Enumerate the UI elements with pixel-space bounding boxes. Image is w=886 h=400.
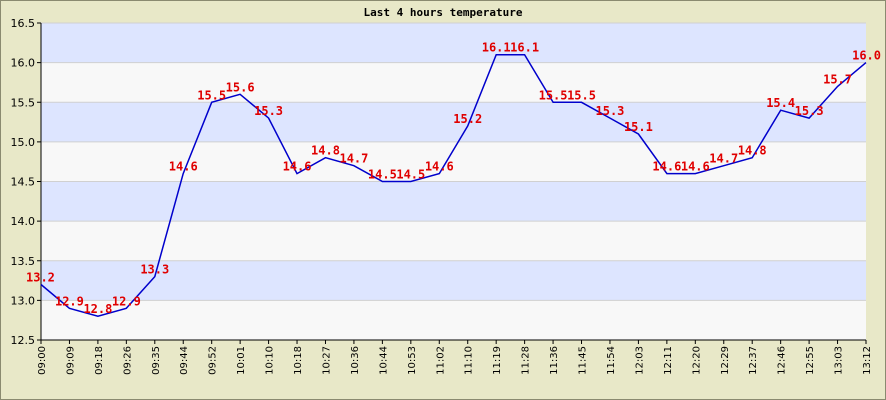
- data-label: 14.5: [368, 168, 397, 182]
- x-tick-label: 09:18: [94, 346, 105, 375]
- data-label: 12.9: [55, 294, 84, 308]
- y-tick-label: 15.0: [11, 136, 36, 149]
- x-tick-label: 11:10: [464, 346, 475, 375]
- grid-band: [41, 23, 866, 63]
- data-label: 15.3: [795, 104, 824, 118]
- x-tick-label: 10:36: [350, 346, 361, 375]
- x-tick-label: 12:29: [720, 346, 731, 375]
- data-label: 14.6: [681, 160, 710, 174]
- x-tick-label: 09:52: [208, 346, 219, 375]
- data-label: 13.3: [140, 263, 169, 277]
- data-label: 16.0: [852, 49, 881, 63]
- y-tick-label: 14.5: [11, 176, 36, 189]
- data-label: 14.7: [709, 152, 738, 166]
- data-label: 16.1: [482, 41, 511, 55]
- x-tick-label: 10:18: [293, 346, 304, 375]
- x-tick-label: 11:19: [492, 346, 503, 375]
- x-tick-label: 13:03: [834, 346, 845, 375]
- x-tick-label: 12:11: [663, 346, 674, 375]
- x-tick-label: 13:12: [862, 346, 873, 375]
- x-tick-label: 12:55: [805, 346, 816, 375]
- series-line: [40, 53, 867, 317]
- data-label: 15.5: [539, 88, 568, 102]
- x-tick-label: 10:10: [265, 346, 276, 375]
- x-tick-label: 11:28: [521, 346, 532, 375]
- x-tick-label: 12:46: [777, 346, 788, 375]
- data-label: 14.6: [283, 160, 312, 174]
- data-label: 16.1: [510, 41, 539, 55]
- data-label: 12.9: [112, 294, 141, 308]
- data-label: 12.8: [83, 302, 112, 316]
- x-tick-label: 09:26: [122, 346, 133, 375]
- data-label: 14.8: [311, 144, 340, 158]
- x-tick-label: 11:36: [549, 346, 560, 375]
- y-tick-label: 15.5: [11, 96, 36, 109]
- data-label: 15.1: [624, 120, 653, 134]
- data-label: 15.3: [596, 104, 625, 118]
- grid-band: [41, 260, 866, 301]
- y-tick-label: 13.0: [11, 294, 36, 307]
- x-tick-label: 09:00: [37, 346, 48, 375]
- data-label: 15.3: [254, 104, 283, 118]
- x-tick-label: 09:09: [65, 346, 76, 375]
- y-tick-label: 13.5: [11, 255, 36, 268]
- grid-band: [41, 181, 866, 222]
- y-tick-label: 16.5: [11, 17, 36, 30]
- chart-title: Last 4 hours temperature: [363, 6, 523, 19]
- grid-band: [41, 102, 866, 142]
- x-tick-label: 10:01: [236, 346, 247, 375]
- data-label: 13.2: [26, 271, 55, 285]
- data-label: 14.7: [339, 152, 368, 166]
- data-label: 15.5: [567, 88, 596, 102]
- y-tick-label: 12.5: [11, 334, 36, 347]
- x-tick-label: 11:54: [606, 346, 617, 375]
- data-label: 14.6: [425, 160, 454, 174]
- y-tick-label: 16.0: [11, 57, 36, 70]
- y-tick-label: 14.0: [11, 215, 36, 228]
- data-label: 15.4: [766, 96, 795, 110]
- x-tick-label: 12:37: [748, 346, 759, 375]
- x-tick-label: 11:45: [578, 346, 589, 375]
- x-tick-label: 09:44: [179, 346, 190, 375]
- x-tick-label: 10:27: [321, 346, 332, 375]
- x-tick-label: 09:35: [151, 346, 162, 375]
- data-label: 15.6: [226, 80, 255, 94]
- data-label: 14.5: [396, 168, 425, 182]
- x-tick-label: 12:20: [691, 346, 702, 375]
- x-tick-label: 10:53: [407, 346, 418, 375]
- data-label: 14.6: [169, 160, 198, 174]
- x-tick-label: 12:03: [634, 346, 645, 375]
- data-label: 14.6: [652, 160, 681, 174]
- data-label: 15.5: [197, 88, 226, 102]
- x-tick-label: 10:44: [378, 346, 389, 375]
- x-tick-label: 11:02: [435, 346, 446, 375]
- data-label: 14.8: [738, 144, 767, 158]
- data-label: 15.2: [453, 112, 482, 126]
- data-label: 15.7: [823, 72, 852, 86]
